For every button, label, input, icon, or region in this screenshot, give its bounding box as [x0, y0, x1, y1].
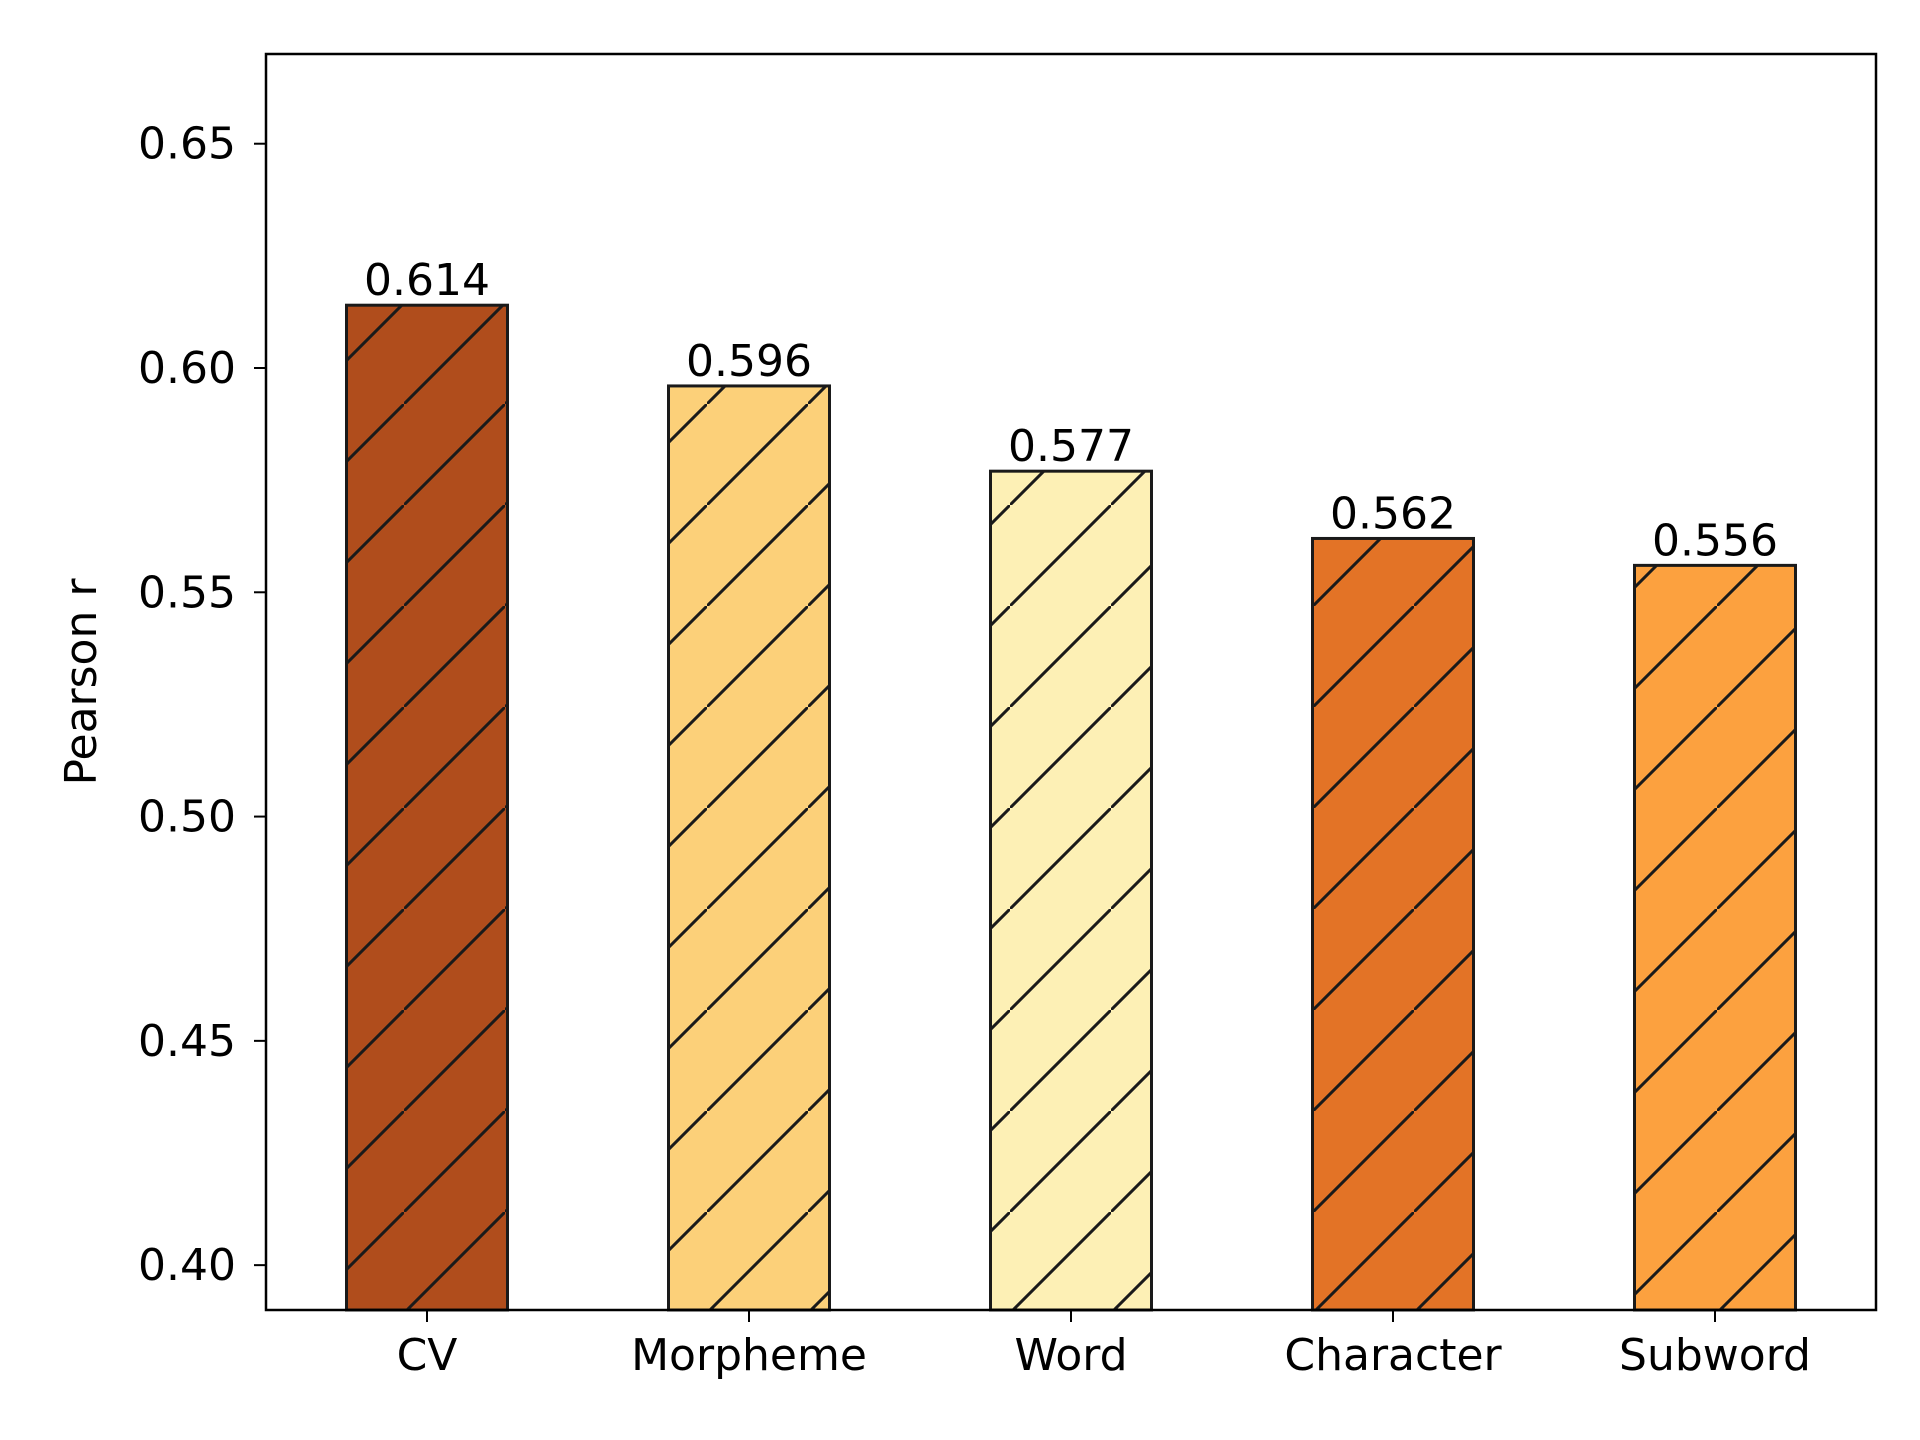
y-tick-label: 0.60 — [138, 343, 236, 394]
data-label: 0.556 — [1652, 515, 1778, 566]
bar-morpheme — [667, 384, 831, 1312]
bar-character — [1311, 536, 1475, 1312]
y-tick-label: 0.55 — [138, 567, 236, 618]
bar-cv — [345, 303, 509, 1312]
bar-word — [989, 469, 1153, 1312]
data-label: 0.562 — [1330, 488, 1456, 539]
x-tick-label: Subword — [1619, 1330, 1811, 1381]
y-axis-title: Pearson r — [56, 578, 107, 786]
data-label: 0.596 — [686, 336, 812, 387]
x-tick-label: Character — [1284, 1330, 1502, 1381]
bar-subword — [1633, 563, 1797, 1312]
x-tick-label: Morpheme — [631, 1330, 867, 1381]
bar-hatch — [1312, 538, 1474, 1310]
bar-hatch — [990, 471, 1152, 1311]
bar-hatch — [1634, 565, 1796, 1310]
bar-hatch — [668, 385, 830, 1310]
bar-hatch — [346, 305, 508, 1310]
y-tick-label: 0.65 — [138, 119, 236, 170]
plot-area: 0.614 CV 0.596 Morpheme 0.577 Word 0.562 Charac… — [138, 52, 1878, 1381]
y-tick-label: 0.45 — [138, 1016, 236, 1067]
y-tick-label: 0.40 — [138, 1240, 236, 1291]
data-label: 0.614 — [364, 255, 490, 306]
x-tick-label: Word — [1014, 1330, 1127, 1381]
plot-frame — [264, 52, 1878, 1312]
y-tick-label: 0.50 — [138, 792, 236, 843]
data-label: 0.577 — [1008, 421, 1134, 472]
x-tick-label: CV — [397, 1330, 458, 1381]
